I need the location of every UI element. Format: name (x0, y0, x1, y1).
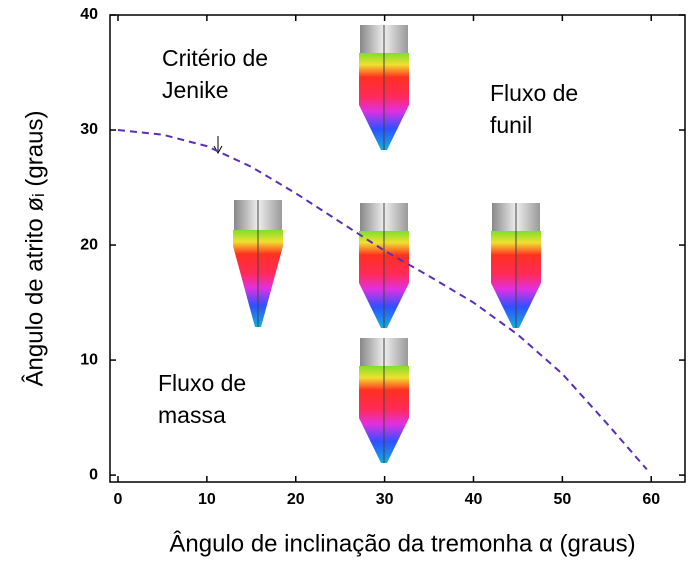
y-tick-label: 10 (80, 351, 98, 368)
annotation: Jenike (162, 77, 228, 103)
y-tick-label: 30 (80, 121, 98, 138)
x-axis-label: Ângulo de inclinação da tremonha α (grau… (169, 530, 635, 557)
annotation: Fluxo de (490, 80, 578, 106)
x-tick-label: 20 (287, 491, 305, 508)
x-tick-label: 10 (198, 491, 216, 508)
annotation: funil (490, 112, 532, 138)
annotation: Critério de (162, 45, 268, 71)
y-tick-label: 20 (80, 236, 98, 253)
x-tick-label: 50 (553, 491, 571, 508)
y-axis-label: Ângulo de atrito øᵢ (graus) (21, 111, 48, 387)
x-tick-label: 60 (642, 491, 660, 508)
plot-frame (109, 14, 686, 483)
x-tick-label: 30 (376, 491, 394, 508)
annotation: massa (158, 402, 226, 428)
x-tick-label: 40 (465, 491, 483, 508)
data-line (117, 129, 648, 471)
y-tick-label: 0 (89, 466, 98, 483)
y-tick-label: 40 (80, 6, 98, 23)
x-tick-label: 0 (114, 491, 123, 508)
jenike-arrow (213, 136, 223, 155)
annotation: Fluxo de (158, 370, 246, 396)
